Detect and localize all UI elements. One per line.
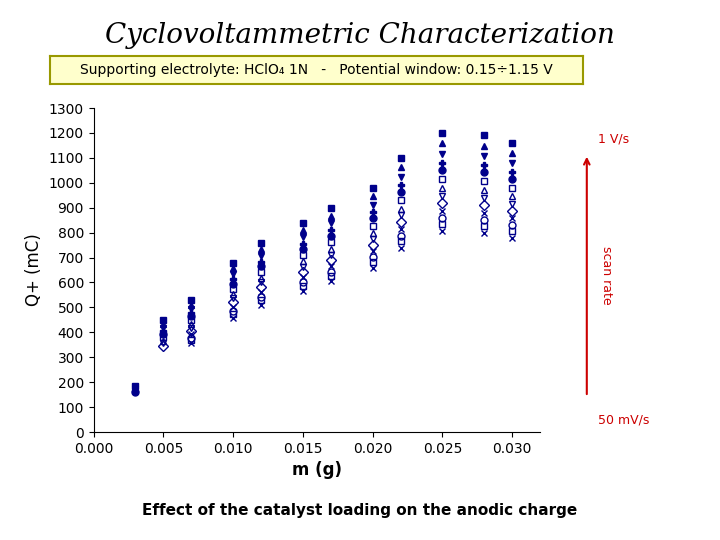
Y-axis label: Q+ (mC): Q+ (mC) bbox=[25, 234, 43, 306]
X-axis label: m (g): m (g) bbox=[292, 461, 342, 480]
Text: 50 mV/s: 50 mV/s bbox=[598, 413, 649, 426]
Text: 1 V/s: 1 V/s bbox=[598, 133, 629, 146]
Text: Supporting electrolyte: HClO₄ 1N   -   Potential window: 0.15÷1.15 V: Supporting electrolyte: HClO₄ 1N - Poten… bbox=[81, 63, 553, 77]
Text: Cyclovoltammetric Characterization: Cyclovoltammetric Characterization bbox=[105, 22, 615, 49]
Text: scan rate: scan rate bbox=[600, 246, 613, 305]
Text: Effect of the catalyst loading on the anodic charge: Effect of the catalyst loading on the an… bbox=[143, 503, 577, 518]
